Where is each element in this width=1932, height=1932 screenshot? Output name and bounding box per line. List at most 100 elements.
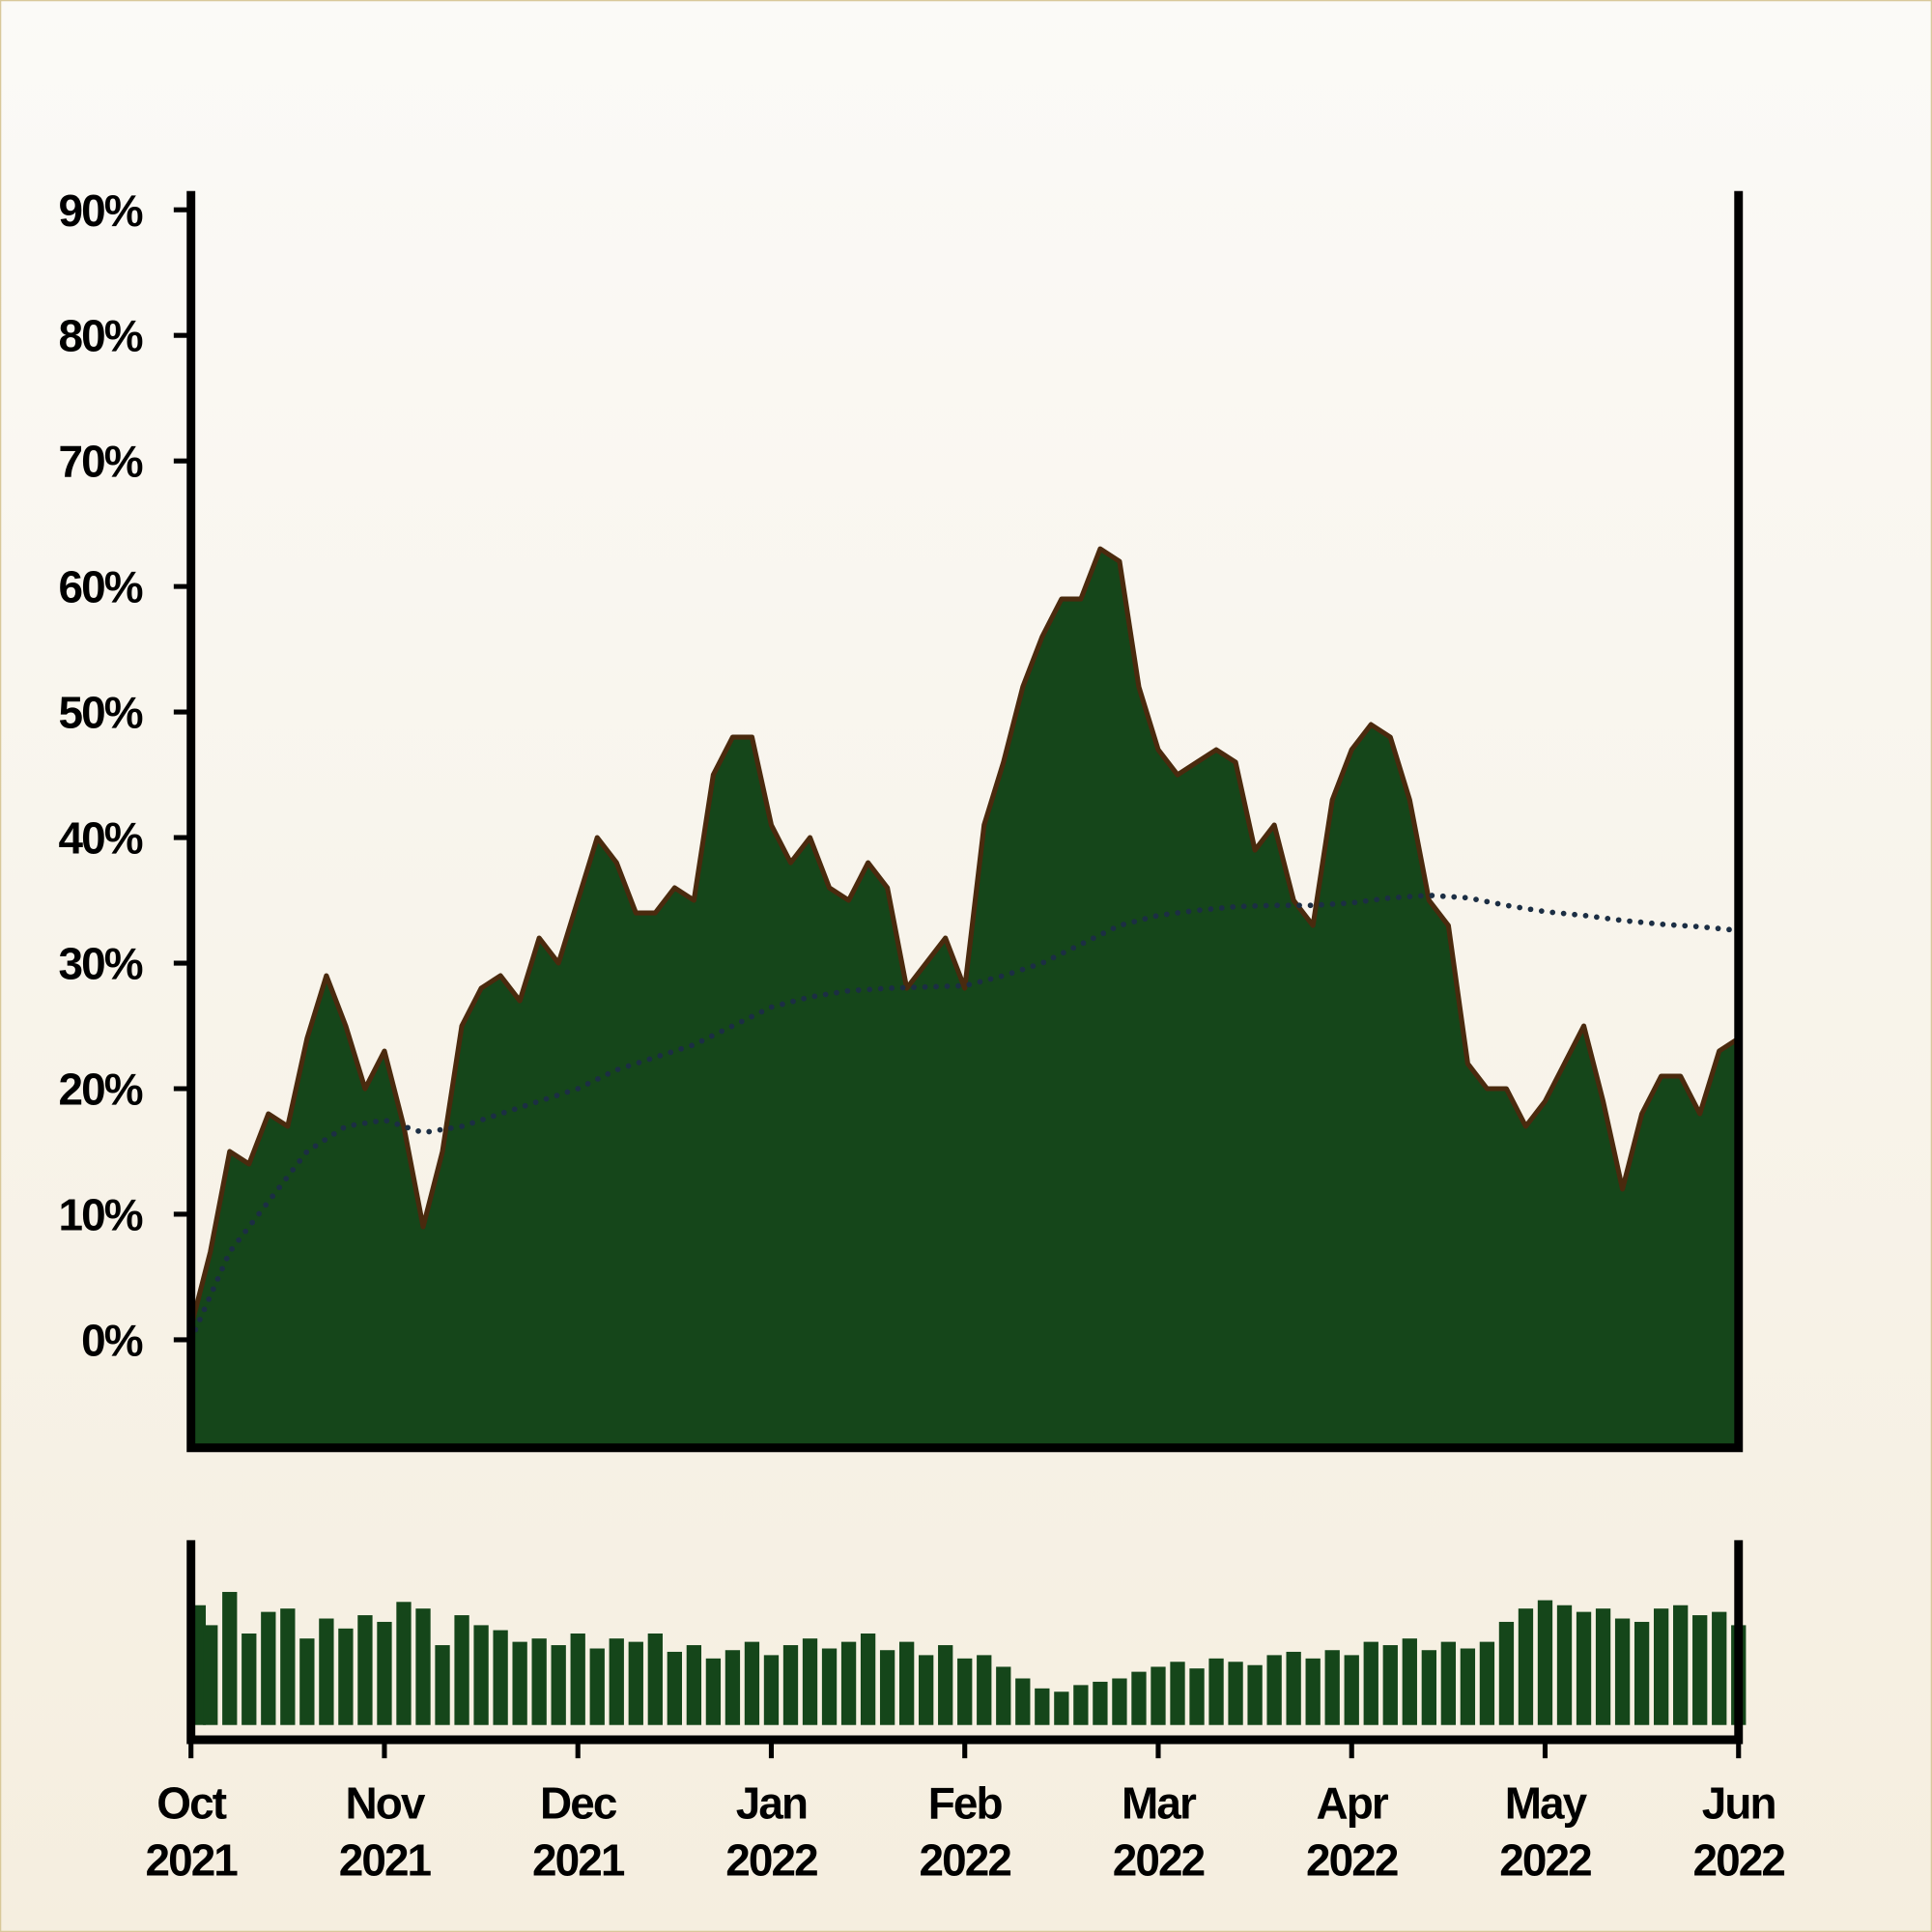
volume-bar: [957, 1658, 973, 1725]
volume-bar: [493, 1630, 508, 1725]
volume-bar: [1305, 1658, 1321, 1725]
volume-bar: [1035, 1688, 1050, 1725]
volume-bar: [744, 1641, 760, 1725]
volume-bar: [860, 1634, 876, 1725]
volume-bar: [647, 1634, 663, 1725]
volume-bar: [1556, 1605, 1573, 1725]
volume-bar: [1498, 1621, 1515, 1725]
volume-bar: [821, 1648, 838, 1725]
volume-bar: [705, 1658, 722, 1725]
volume-bar: [898, 1641, 915, 1725]
volume-bar: [261, 1611, 276, 1725]
volume-bar: [686, 1645, 702, 1725]
y-tick-label: 90%: [59, 185, 143, 236]
volume-bar: [1634, 1621, 1650, 1725]
area: [190, 549, 1739, 1448]
volume-bar: [763, 1655, 780, 1725]
x-tick-label: Dec 2021: [532, 1778, 625, 1886]
volume-bar: [1208, 1658, 1224, 1725]
y-tick-label: 60%: [59, 562, 143, 612]
volume-bar: [1131, 1671, 1147, 1725]
volume-bar: [415, 1608, 431, 1725]
volume-bar: [299, 1638, 315, 1725]
volume-bar: [802, 1638, 818, 1725]
volume-bar: [938, 1645, 953, 1725]
y-tick-label: 0%: [81, 1316, 143, 1366]
volume-bar: [840, 1641, 857, 1725]
volume-bar: [454, 1615, 469, 1725]
volume-bar: [1324, 1650, 1340, 1725]
volume-bar: [609, 1638, 624, 1725]
volume-bar: [242, 1634, 257, 1725]
volume-bar: [628, 1641, 643, 1725]
main-panel: [187, 546, 1742, 1448]
volume-bar: [531, 1638, 547, 1725]
volume-bar: [377, 1621, 392, 1725]
volume-bar: [1170, 1662, 1185, 1725]
volume-bar: [396, 1602, 412, 1725]
volume-bar: [203, 1625, 218, 1725]
volume-bar: [473, 1625, 489, 1725]
volume-bar: [1189, 1668, 1205, 1725]
x-tick-label: May 2022: [1499, 1778, 1591, 1886]
volume-bar: [1440, 1641, 1457, 1725]
volume-bar: [1479, 1641, 1495, 1725]
volume-bar: [1151, 1666, 1166, 1725]
y-tick-label: 10%: [59, 1190, 143, 1240]
x-tick-label: Mar 2022: [1113, 1778, 1205, 1886]
volume-bar: [919, 1655, 934, 1725]
volume-bar: [338, 1628, 354, 1725]
volume-bar: [724, 1650, 741, 1725]
volume-bar: [1576, 1611, 1592, 1725]
x-tick-label: Feb 2022: [919, 1778, 1010, 1886]
volume-bar: [570, 1634, 585, 1725]
axes: 0% 10% 20% 30% 40% 50% 60% 70% 80% 90% Oct 2021 Nov 2…: [59, 185, 1787, 1886]
volume-bar: [1692, 1615, 1708, 1725]
volume-bar: [319, 1618, 334, 1725]
y-tick-label: 50%: [59, 688, 143, 738]
volume-bar: [1286, 1651, 1301, 1725]
y-tick-label: 40%: [59, 813, 143, 864]
volume-bar: [1093, 1681, 1108, 1725]
volume-bar: [1344, 1655, 1359, 1725]
y-tick-label: 20%: [59, 1065, 143, 1115]
volume-bar: [996, 1666, 1011, 1725]
y-tick-label: 80%: [59, 311, 143, 361]
volume-bar: [1712, 1611, 1727, 1725]
volume-bar: [782, 1645, 799, 1725]
volume-bar: [1382, 1645, 1398, 1725]
volume-bar: [1673, 1605, 1689, 1725]
x-tick-label: Jan 2022: [725, 1778, 817, 1886]
volume-bar: [280, 1608, 296, 1725]
volume-bar: [1054, 1691, 1069, 1725]
volume-bar: [1402, 1638, 1417, 1725]
volume-bar: [879, 1650, 895, 1725]
y-tick-label: 70%: [59, 437, 143, 487]
volume-bar: [512, 1641, 527, 1725]
volume-bar: [1614, 1618, 1631, 1725]
x-tick-label: Oct 2021: [145, 1778, 238, 1886]
volume-bar: [1015, 1678, 1031, 1725]
area-outline: [188, 546, 1741, 1328]
volume-bar: [1247, 1664, 1263, 1725]
volume-bar: [1073, 1685, 1089, 1725]
volume-bar: [551, 1645, 566, 1725]
volume-bar: [222, 1591, 238, 1725]
main-frame: [186, 190, 1744, 1453]
volume-bar: [1112, 1678, 1127, 1725]
volume-bar: [1595, 1608, 1611, 1725]
x-tick-label: Nov 2021: [339, 1778, 432, 1886]
x-tick-label: Apr 2022: [1306, 1778, 1398, 1886]
volume-bar: [1537, 1600, 1553, 1725]
volume-bar: [1653, 1608, 1669, 1725]
volume-bar: [357, 1615, 373, 1725]
volume-bar: [1266, 1655, 1282, 1725]
volume-bar: [1421, 1650, 1436, 1725]
volume-bar: [1518, 1608, 1534, 1725]
volume-bar: [1363, 1641, 1378, 1725]
volume-bar: [977, 1655, 992, 1725]
volume-bar: [667, 1651, 682, 1725]
volume-bar: [589, 1648, 605, 1725]
